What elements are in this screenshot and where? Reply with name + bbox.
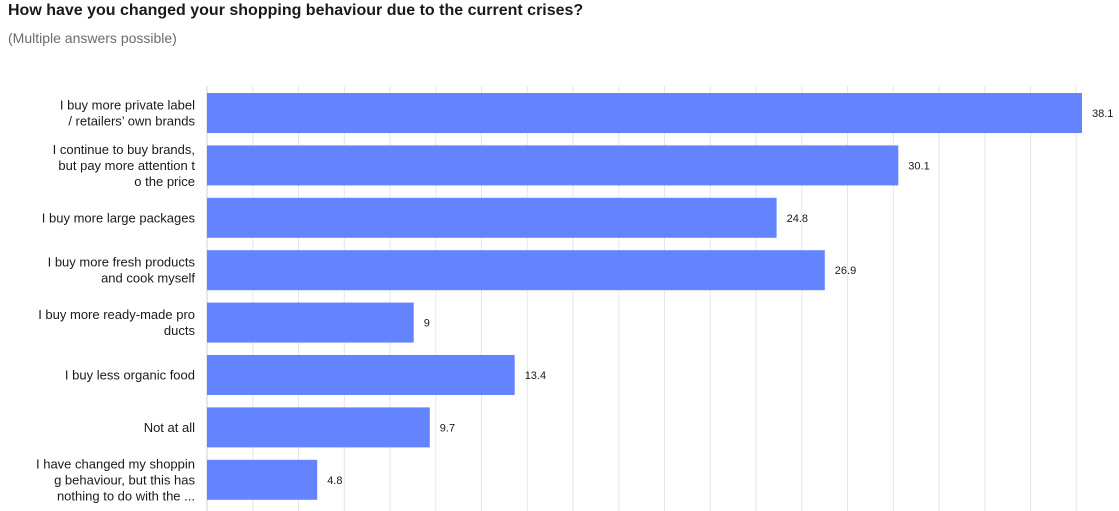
chart-title: How have you changed your shopping behav… — [8, 2, 584, 19]
bar[interactable] — [207, 355, 515, 395]
value-label: 9 — [424, 318, 430, 330]
category-label: I buy less organic food — [65, 368, 195, 383]
chart-subtitle: (Multiple answers possible) — [8, 30, 177, 46]
bar[interactable] — [207, 250, 825, 291]
category-label-line: I buy more fresh products — [48, 255, 196, 270]
value-labels: 38.1 30.1 24.8 26.9 9 13.4 9.7 4.8 — [327, 108, 1113, 487]
category-label-line: I continue to buy brands, — [53, 142, 195, 157]
category-label: I buy more large packages — [42, 210, 196, 225]
category-label-line: I buy more large packages — [42, 210, 196, 225]
category-label-line: g behaviour, but this has — [54, 472, 195, 487]
value-label: 30.1 — [908, 160, 929, 172]
bar[interactable] — [207, 145, 899, 186]
category-label-line: / retailers’ own brands — [68, 114, 195, 129]
category-label-line: I buy more private label — [60, 98, 195, 113]
category-label: I continue to buy brands, but pay more at… — [53, 142, 196, 189]
category-labels: I buy more private label / retailers’ own… — [36, 98, 195, 504]
category-label-line: ducts — [164, 323, 196, 338]
value-label: 9.7 — [440, 422, 455, 434]
bar[interactable] — [207, 407, 430, 448]
category-label-line: Not at all — [144, 420, 195, 435]
category-label-line: I have changed my shoppin — [36, 456, 195, 471]
category-label: I buy more ready-made pro ducts — [38, 307, 195, 338]
value-label: 4.8 — [327, 475, 342, 487]
category-label-line: I buy less organic food — [65, 368, 195, 383]
category-label-line: and cook myself — [101, 271, 195, 286]
value-label: 26.9 — [835, 265, 856, 277]
category-label-line: but pay more attention t — [58, 158, 195, 173]
category-label-line: I buy more ready-made pro — [38, 307, 195, 322]
bars — [207, 93, 1082, 500]
category-label: I buy more private label / retailers’ own… — [60, 98, 196, 129]
category-label: I buy more fresh products and cook myself — [48, 255, 196, 286]
category-label: Not at all — [144, 420, 195, 435]
bar[interactable] — [207, 459, 318, 500]
category-label: I have changed my shoppin g behaviour, bu… — [36, 456, 195, 503]
bar[interactable] — [207, 93, 1082, 133]
category-label-line: o the price — [134, 174, 195, 189]
value-label: 38.1 — [1092, 108, 1113, 120]
value-label: 24.8 — [787, 213, 808, 225]
value-label: 13.4 — [525, 370, 546, 382]
category-label-line: nothing to do with the ... — [57, 488, 195, 503]
bar[interactable] — [207, 197, 777, 238]
bar[interactable] — [207, 302, 414, 343]
